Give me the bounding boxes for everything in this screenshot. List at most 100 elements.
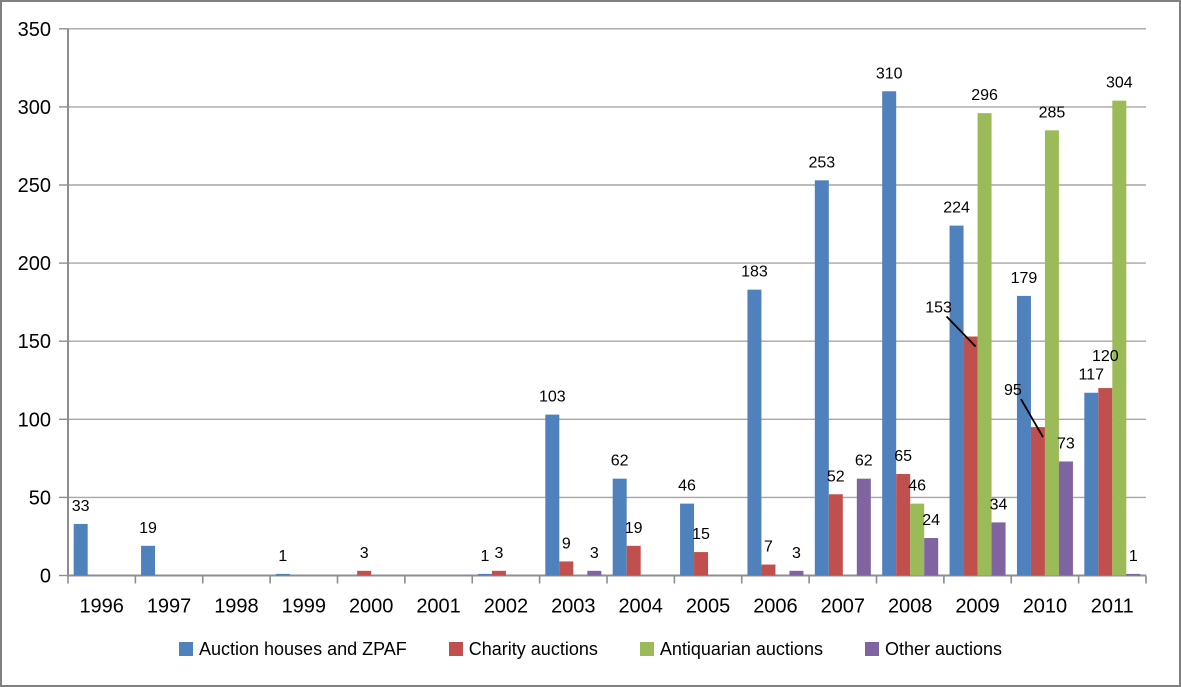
data-label: 304 [1106, 75, 1133, 92]
legend-label-other: Other auctions [884, 638, 1003, 659]
bar-2003-s1 [559, 561, 574, 576]
data-label: 120 [1092, 348, 1119, 365]
data-label: 103 [539, 389, 566, 406]
data-label: 285 [1039, 104, 1066, 121]
data-label: 310 [876, 65, 903, 82]
bar-2010-s2 [1044, 130, 1059, 576]
data-label: 19 [139, 520, 157, 537]
bar-2003-s3 [587, 570, 602, 576]
data-label: 1 [278, 548, 287, 565]
data-label: 52 [827, 468, 845, 485]
data-label: 9 [562, 535, 571, 552]
bar-2008-s2 [910, 503, 925, 576]
y-axis-label: 350 [18, 19, 51, 41]
data-label: 1 [1129, 548, 1138, 565]
bar-2011-s3 [1126, 573, 1141, 576]
bar-2002-s1 [491, 570, 506, 576]
bar-2007-s1 [828, 494, 843, 576]
legend-swatch-charity-icon [448, 642, 463, 656]
bar-2010-s3 [1058, 461, 1073, 576]
legend-item-charity: Charity auctions [448, 638, 598, 660]
data-label: 24 [922, 512, 940, 529]
legend-item-antiquarian: Antiquarian auctions [639, 638, 823, 660]
bar-2009-s2 [977, 113, 992, 576]
x-axis-label: 2009 [955, 596, 1000, 618]
bar-2011-s2 [1112, 100, 1127, 576]
x-axis-label: 2002 [484, 596, 529, 618]
data-label: 3 [792, 545, 801, 562]
x-axis-label: 2011 [1091, 596, 1134, 618]
label-leader-line [1020, 398, 1044, 438]
x-axis-label: 1996 [79, 596, 124, 618]
bar-2005-s1 [694, 552, 709, 576]
x-axis-label: 2008 [888, 596, 933, 618]
bar-2000-s1 [357, 570, 372, 576]
chart-legend: Auction houses and ZPAF Charity auctions… [2, 634, 1179, 664]
legend-label-antiquarian: Antiquarian auctions [659, 638, 823, 659]
x-axis-label: 2006 [753, 596, 798, 618]
bar-2006-s3 [789, 570, 804, 576]
data-label: 33 [72, 498, 90, 515]
data-label: 46 [678, 478, 696, 495]
bar-2004-s1 [626, 545, 641, 576]
data-label: 95 [1004, 382, 1022, 399]
legend-label-charity: Charity auctions [468, 638, 598, 659]
bar-2004-s0 [612, 478, 627, 576]
data-label: 19 [625, 520, 643, 537]
x-axis-label: 2003 [551, 596, 596, 618]
data-label: 62 [611, 453, 629, 470]
data-label: 34 [990, 496, 1008, 513]
bar-1996-s0 [73, 523, 88, 576]
data-label: 73 [1057, 435, 1075, 452]
data-label: 183 [741, 264, 768, 281]
data-label: 15 [692, 526, 710, 543]
data-label: 153 [925, 300, 952, 317]
bar-2011-s1 [1098, 388, 1113, 576]
data-label: 3 [360, 545, 369, 562]
x-axis-label: 2007 [821, 596, 866, 618]
data-label: 7 [764, 539, 773, 556]
data-label: 3 [590, 545, 599, 562]
data-label: 296 [971, 87, 998, 104]
data-label: 62 [855, 453, 873, 470]
y-axis-label: 300 [18, 97, 51, 119]
bar-2008-s3 [924, 538, 939, 576]
x-axis-label: 1998 [214, 596, 259, 618]
bar-2010-s0 [1016, 295, 1031, 576]
label-leader-line [945, 315, 977, 348]
bar-2005-s0 [680, 503, 695, 576]
x-axis-label: 2010 [1023, 596, 1068, 618]
y-axis-label: 100 [18, 409, 51, 431]
data-label: 46 [908, 478, 926, 495]
bar-1997-s0 [141, 545, 156, 576]
legend-item-other: Other auctions [864, 638, 1003, 660]
data-label: 3 [494, 545, 503, 562]
bar-2008-s0 [882, 91, 897, 576]
bar-2006-s1 [761, 564, 776, 576]
bar-2002-s0 [477, 573, 492, 576]
x-axis-label: 1999 [282, 596, 327, 618]
x-axis-label: 1997 [147, 596, 192, 618]
y-axis-label: 200 [18, 253, 51, 275]
bar-1999-s0 [275, 573, 290, 576]
x-axis-label: 2005 [686, 596, 731, 618]
bar-2009-s0 [949, 225, 964, 576]
x-axis-label: 2004 [618, 596, 663, 618]
bar-2009-s3 [991, 522, 1006, 576]
bar-2003-s0 [545, 414, 560, 576]
bar-2009-s1 [963, 336, 978, 576]
legend-swatch-other-icon [864, 642, 879, 656]
legend-item-auction-houses: Auction houses and ZPAF [178, 638, 407, 660]
legend-label-auction-houses: Auction houses and ZPAF [198, 638, 407, 659]
data-label: 224 [943, 200, 970, 217]
x-axis-label: 2001 [416, 596, 461, 618]
data-label: 1 [480, 548, 489, 565]
data-label: 65 [894, 448, 912, 465]
bar-2007-s0 [814, 180, 829, 576]
y-axis-label: 150 [18, 331, 51, 353]
bar-2008-s1 [896, 473, 911, 576]
y-axis-label: 0 [40, 566, 51, 588]
y-axis-label: 250 [18, 175, 51, 197]
